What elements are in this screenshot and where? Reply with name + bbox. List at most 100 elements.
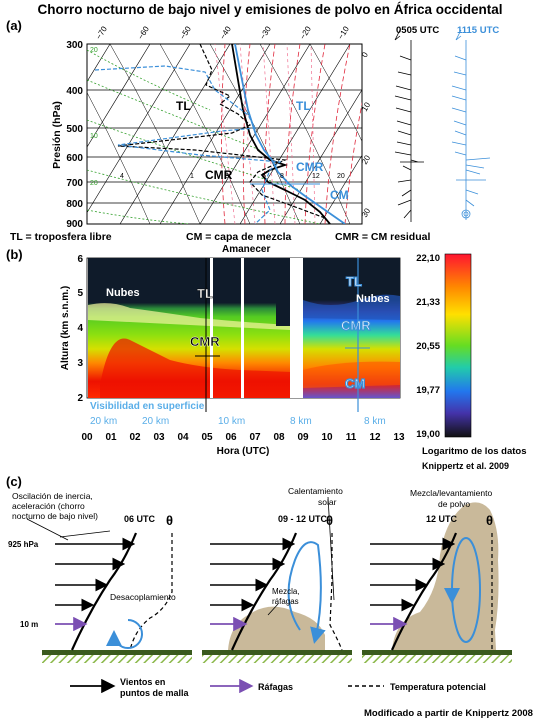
svg-text:500: 500 bbox=[66, 124, 83, 135]
svg-text:de polvo: de polvo bbox=[438, 499, 470, 509]
svg-text:8: 8 bbox=[280, 173, 284, 180]
panel-b-credit: Knippertz et al. 2009 bbox=[422, 461, 509, 471]
cloud-layer bbox=[88, 303, 290, 330]
svg-text:θ: θ bbox=[166, 513, 173, 528]
svg-text:19,77: 19,77 bbox=[416, 385, 440, 396]
panel-a-label: (a) bbox=[6, 18, 22, 33]
svg-text:3: 3 bbox=[77, 358, 83, 369]
tl-right: TL bbox=[346, 274, 362, 289]
colorbar-ticks: 22,10 21,33 20,55 19,77 19,00 bbox=[416, 253, 440, 440]
colorbar bbox=[444, 253, 472, 438]
svg-text:aceleración (chorro: aceleración (chorro bbox=[12, 501, 85, 511]
svg-text:10: 10 bbox=[90, 133, 98, 140]
svg-text:925 hPa: 925 hPa bbox=[8, 540, 39, 549]
svg-text:20 km: 20 km bbox=[142, 416, 169, 427]
tl-black-label: TL bbox=[176, 99, 191, 113]
svg-text:10 km: 10 km bbox=[218, 416, 245, 427]
panel-b-label: (b) bbox=[6, 247, 23, 262]
wind-barbs-black bbox=[394, 29, 424, 222]
svg-text:3: 3 bbox=[225, 173, 229, 180]
svg-text:700: 700 bbox=[66, 178, 83, 189]
hour-axis-title: Hora (UTC) bbox=[217, 446, 270, 457]
saturation-lines bbox=[87, 49, 321, 224]
svg-text:07: 07 bbox=[249, 432, 261, 443]
svg-text:900: 900 bbox=[66, 219, 83, 230]
tl-blue-label: TL bbox=[296, 99, 311, 113]
stage-12utc bbox=[370, 502, 499, 651]
colorbar-title: Logaritmo de los datos bbox=[422, 446, 527, 457]
svg-text:04: 04 bbox=[177, 432, 189, 443]
visibility-labels: Visibilidad en superficie 20 km 20 km 10… bbox=[90, 401, 386, 427]
schematic-text: Vientos en puntos de malla Ráfagas Tempe… bbox=[8, 486, 533, 719]
svg-text:10: 10 bbox=[321, 432, 333, 443]
tl-left: TL bbox=[197, 286, 213, 301]
svg-text:12: 12 bbox=[369, 432, 381, 443]
nubes-left: Nubes bbox=[106, 287, 140, 299]
panel-c-label: (c) bbox=[6, 474, 22, 489]
pressure-ticks: 300 400 500 600 700 800 900 bbox=[66, 40, 83, 230]
blue-temperature-profile bbox=[234, 44, 346, 224]
svg-text:Vientos en: Vientos en bbox=[120, 677, 165, 687]
svg-text:01: 01 bbox=[105, 432, 117, 443]
green-labels: 20 10 20 bbox=[90, 47, 98, 187]
nubes-right: Nubes bbox=[356, 293, 390, 305]
cmr-black-label: CMR bbox=[205, 168, 233, 182]
figure-title: Chorro nocturno de bajo nivel y emisione… bbox=[37, 2, 503, 17]
cmr-left: CMR bbox=[190, 334, 220, 349]
svg-text:Temperatura potencial: Temperatura potencial bbox=[390, 682, 486, 692]
svg-text:03: 03 bbox=[153, 432, 165, 443]
svg-text:05: 05 bbox=[201, 432, 213, 443]
svg-text:10 m: 10 m bbox=[20, 620, 38, 629]
black-temperature-profile bbox=[231, 44, 331, 224]
svg-text:Mezcla,: Mezcla, bbox=[272, 587, 300, 596]
svg-text:12: 12 bbox=[312, 173, 320, 180]
skewt-diagram: 300 400 500 600 700 800 900 −70 −60 −50 … bbox=[51, 24, 499, 230]
svg-text:4: 4 bbox=[77, 323, 83, 334]
svg-text:11: 11 bbox=[346, 432, 357, 443]
svg-text:Modificado a partir de Knipper: Modificado a partir de Knippertz 2008 bbox=[364, 708, 533, 719]
lidar-plot: 2 3 4 5 6 Altura (km s.n.m.) 00 01 02 03… bbox=[60, 253, 527, 471]
svg-text:06: 06 bbox=[225, 432, 237, 443]
stage-06utc bbox=[26, 518, 173, 651]
svg-text:400: 400 bbox=[66, 86, 83, 97]
isotherms bbox=[87, 44, 362, 224]
svg-text:6: 6 bbox=[77, 254, 83, 265]
wind-barbs-blue bbox=[451, 29, 491, 220]
cmr-blue-label: CMR bbox=[296, 160, 324, 174]
black-dewpoint-profile bbox=[117, 44, 326, 219]
wind-time-blue: 1115 UTC bbox=[457, 25, 499, 36]
svg-text:puntos de malla: puntos de malla bbox=[120, 688, 190, 698]
svg-text:13: 13 bbox=[393, 432, 405, 443]
svg-text:21,33: 21,33 bbox=[416, 297, 440, 308]
stage-0912utc bbox=[210, 496, 343, 651]
svg-text:19,00: 19,00 bbox=[416, 429, 440, 440]
svg-text:300: 300 bbox=[66, 40, 83, 51]
amanecer-label: Amanecer bbox=[222, 244, 271, 255]
svg-text:20,55: 20,55 bbox=[416, 341, 440, 352]
height-ticks: 2 3 4 5 6 bbox=[77, 254, 83, 404]
svg-text:solar: solar bbox=[318, 497, 337, 507]
svg-text:22,10: 22,10 bbox=[416, 253, 440, 264]
skewt-frame bbox=[86, 43, 363, 225]
svg-text:θ: θ bbox=[486, 513, 493, 528]
svg-text:4: 4 bbox=[120, 173, 124, 180]
svg-text:nocturno de bajo nivel): nocturno de bajo nivel) bbox=[12, 511, 98, 521]
svg-text:20: 20 bbox=[90, 47, 98, 54]
svg-text:Oscilación de inercia,: Oscilación de inercia, bbox=[12, 491, 93, 501]
svg-text:06 UTC: 06 UTC bbox=[124, 514, 156, 524]
cm-blue-label: CM bbox=[330, 188, 349, 202]
blue-dewpoint-profile bbox=[94, 65, 282, 224]
svg-text:Mezcla/levantamiento: Mezcla/levantamiento bbox=[410, 488, 492, 498]
cmr-right: CMR bbox=[341, 318, 371, 333]
legend-cm: CM = capa de mezcla bbox=[186, 231, 292, 243]
svg-text:8 km: 8 km bbox=[290, 416, 312, 427]
svg-text:600: 600 bbox=[66, 153, 83, 164]
svg-text:12 UTC: 12 UTC bbox=[426, 514, 458, 524]
svg-text:0: 0 bbox=[360, 50, 370, 59]
svg-text:5: 5 bbox=[77, 288, 83, 299]
svg-text:5: 5 bbox=[262, 173, 266, 180]
svg-text:Calentamiento: Calentamiento bbox=[288, 486, 343, 496]
svg-text:ráfagas: ráfagas bbox=[272, 597, 299, 606]
legend-tl: TL = troposfera libre bbox=[10, 231, 112, 243]
lidar-labels: Nubes Nubes TL TL CMR CMR CM bbox=[106, 274, 390, 392]
